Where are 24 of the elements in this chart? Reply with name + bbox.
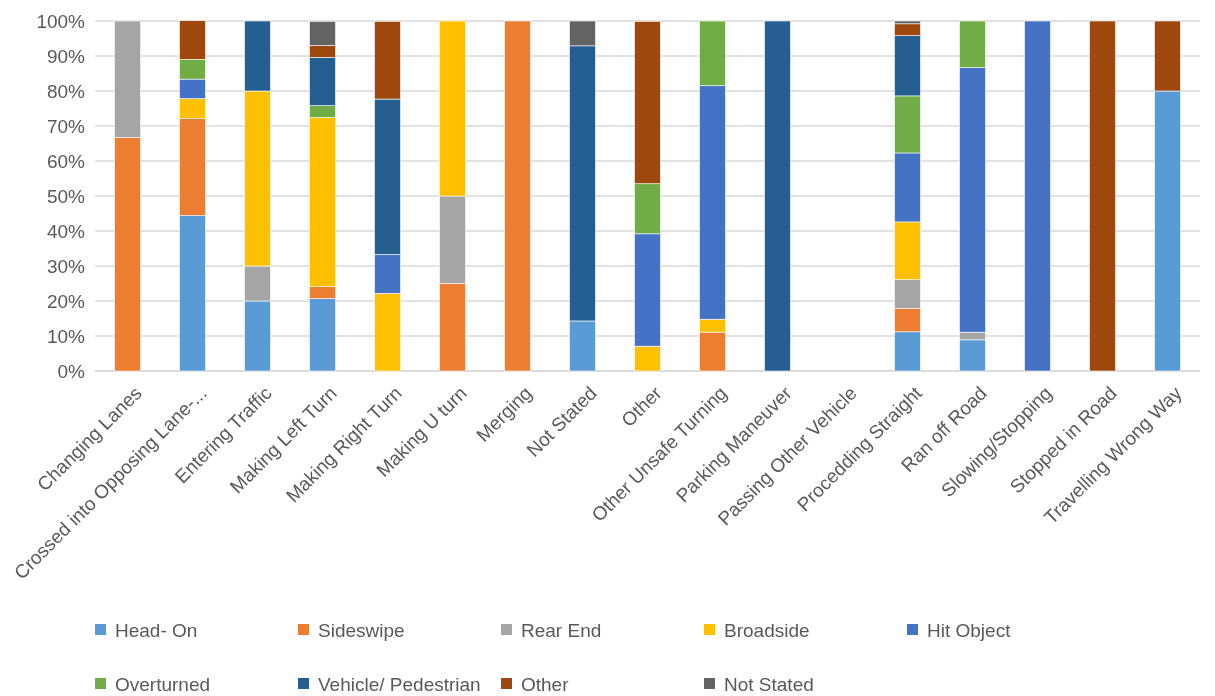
bar <box>1089 20 1116 372</box>
y-tick-label: 0% <box>57 360 86 382</box>
y-tick-label: 10% <box>46 325 86 347</box>
legend-label: Not Stated <box>724 673 814 695</box>
legend-label: Head- On <box>115 619 198 641</box>
legend-label: Rear End <box>521 619 602 641</box>
y-tick-label: 80% <box>46 80 86 102</box>
legend-label: Other <box>521 673 570 695</box>
y-tick-label: 60% <box>46 150 86 172</box>
bar <box>504 20 531 372</box>
y-tick-label: 20% <box>46 290 86 312</box>
legend-label: Broadside <box>724 619 810 641</box>
y-tick-label: 40% <box>46 220 86 242</box>
y-tick-label: 90% <box>46 45 86 67</box>
bar <box>764 20 791 372</box>
y-tick-label: 70% <box>46 115 86 137</box>
y-tick-label: 100% <box>36 10 86 32</box>
bar <box>1024 20 1051 372</box>
legend-label: Vehicle/ Pedestrian <box>318 673 481 695</box>
y-tick-label: 30% <box>46 255 86 277</box>
legend-label: Hit Object <box>927 619 1012 641</box>
legend-label: Overturned <box>115 673 211 695</box>
legend-label: Sideswipe <box>318 619 405 641</box>
y-tick-label: 50% <box>46 185 86 207</box>
